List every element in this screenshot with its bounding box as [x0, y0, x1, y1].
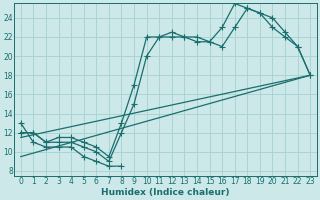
- X-axis label: Humidex (Indice chaleur): Humidex (Indice chaleur): [101, 188, 230, 197]
